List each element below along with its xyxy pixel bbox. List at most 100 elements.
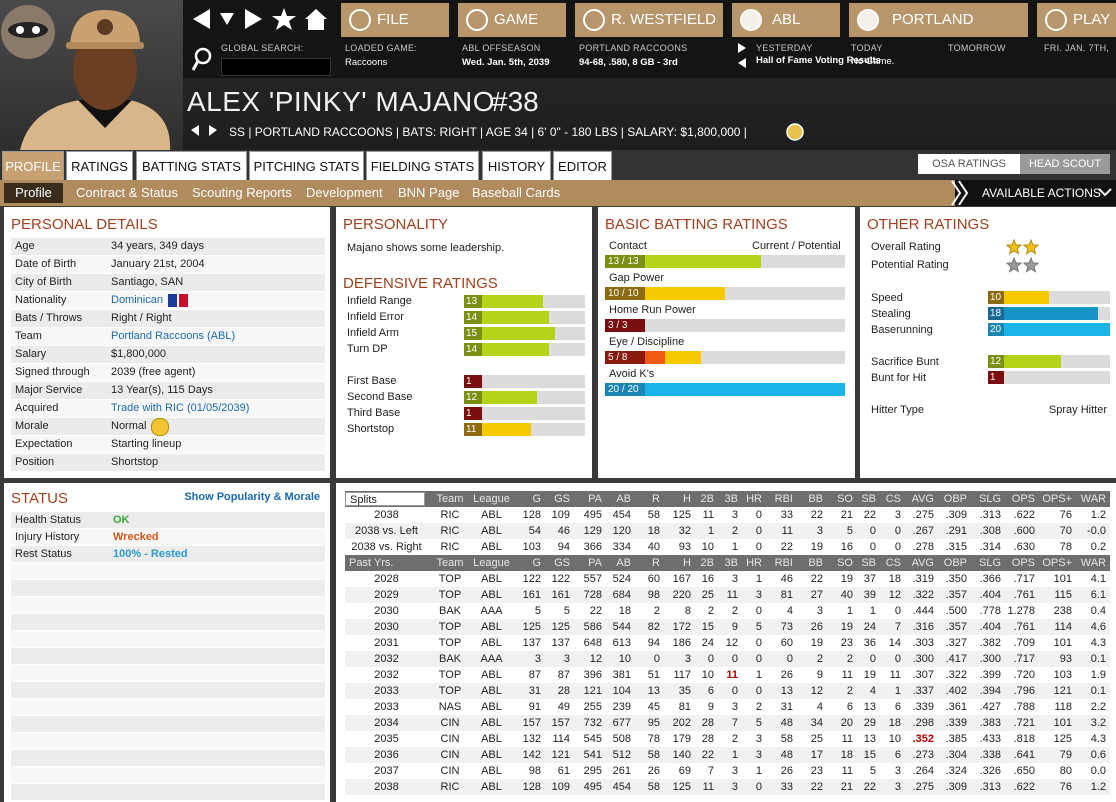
column-header[interactable]: League [472, 555, 515, 571]
button-label[interactable]: FILE [377, 11, 409, 28]
column-header[interactable]: PA [574, 491, 606, 507]
search-lens[interactable] [194, 47, 212, 65]
tab[interactable]: PROFILE [2, 151, 64, 180]
column-header[interactable]: H [664, 555, 695, 571]
nav-button[interactable]: PORTLAND [849, 3, 1028, 37]
column-header[interactable]: BB [797, 491, 827, 507]
day-arrows[interactable] [735, 42, 749, 70]
column-header[interactable]: SO [827, 555, 857, 571]
subtab[interactable]: BNN Page [398, 185, 460, 200]
column-header[interactable]: GS [545, 491, 574, 507]
button-icon[interactable] [740, 9, 762, 31]
column-header[interactable]: AB [606, 555, 635, 571]
column-header[interactable]: PA [574, 555, 606, 571]
column-header[interactable]: HR [742, 491, 766, 507]
next-player[interactable] [209, 125, 217, 136]
button-icon[interactable] [857, 9, 879, 31]
button-label[interactable]: GAME [494, 11, 539, 28]
column-header[interactable]: SB [857, 491, 880, 507]
column-header[interactable]: HR [742, 555, 766, 571]
next-day[interactable] [738, 43, 746, 53]
rating-source-toggle[interactable]: HEAD SCOUT [1020, 154, 1110, 174]
column-header[interactable]: SO [827, 491, 857, 507]
rating-source-toggle[interactable]: OSA RATINGS [918, 154, 1020, 174]
detail-value[interactable]: Trade with RIC (01/05/2039) [111, 402, 250, 414]
column-header[interactable]: BB [797, 555, 827, 571]
column-header[interactable]: Team [432, 491, 472, 507]
column-header[interactable]: G [515, 555, 545, 571]
column-header[interactable]: SB [857, 555, 880, 571]
popularity-link[interactable]: Show Popularity & Morale [184, 491, 320, 503]
search-handle[interactable] [191, 60, 200, 71]
column-header[interactable]: OPS [1005, 555, 1039, 571]
back-icon[interactable] [193, 9, 210, 29]
ball[interactable] [786, 123, 804, 141]
prev-player[interactable] [191, 125, 199, 136]
column-header[interactable]: GS [545, 555, 574, 571]
detail-value[interactable]: Dominican [111, 294, 163, 306]
forward-icon[interactable] [245, 9, 262, 29]
column-header[interactable]: 2B [695, 555, 718, 571]
column-header[interactable]: OPS [1005, 491, 1039, 507]
subtab[interactable]: Contract & Status [76, 185, 178, 200]
column-header[interactable]: 3B [718, 491, 742, 507]
button-label[interactable]: PORTLAND [892, 11, 974, 28]
column-header[interactable]: SLG [971, 491, 1005, 507]
column-header[interactable]: G [515, 491, 545, 507]
button-label[interactable]: ABL [772, 11, 801, 28]
tab[interactable]: HISTORY [482, 151, 551, 180]
split-select[interactable]: Splits [345, 492, 425, 506]
column-header[interactable]: OBP [938, 555, 971, 571]
nav-button[interactable]: GAME [458, 3, 566, 37]
tab[interactable]: FIELDING STATS [366, 151, 479, 180]
column-header[interactable]: OBP [938, 491, 971, 507]
detail-value[interactable]: Portland Raccoons (ABL) [111, 330, 236, 342]
search-input[interactable] [221, 58, 331, 76]
star-icon[interactable] [272, 8, 296, 30]
column-header[interactable]: WAR [1076, 491, 1110, 507]
column-header[interactable]: AVG [905, 491, 938, 507]
column-header[interactable]: SLG [971, 555, 1005, 571]
ball-icon[interactable] [785, 122, 805, 142]
column-header[interactable]: R [635, 555, 664, 571]
button-icon[interactable] [1045, 9, 1067, 31]
button-icon[interactable] [349, 9, 371, 31]
column-header[interactable]: R [635, 491, 664, 507]
column-header[interactable]: WAR [1076, 555, 1110, 571]
subtab[interactable]: Baseball Cards [472, 185, 561, 200]
nav-icons[interactable] [188, 6, 333, 34]
dropdown-arrow[interactable] [1098, 188, 1112, 197]
menu-icon[interactable] [220, 13, 234, 25]
home-icon[interactable] [305, 9, 327, 30]
column-header[interactable]: RBI [766, 491, 797, 507]
subtab[interactable]: Scouting Reports [192, 185, 292, 200]
column-header[interactable]: Team [432, 555, 472, 571]
column-header[interactable]: H [664, 491, 695, 507]
column-header[interactable]: CS [880, 491, 905, 507]
actions-menu[interactable]: AVAILABLE ACTIONS [982, 186, 1101, 200]
search-icon[interactable] [191, 46, 215, 74]
column-header[interactable]: CS [880, 555, 905, 571]
button-icon[interactable] [583, 9, 605, 31]
column-header[interactable]: OPS+ [1039, 555, 1076, 571]
button-label[interactable]: R. WESTFIELD [611, 11, 717, 28]
button-label[interactable]: PLAY [1073, 11, 1111, 28]
tab[interactable]: RATINGS [66, 151, 133, 180]
column-header[interactable]: RBI [766, 555, 797, 571]
nav-button[interactable]: ABL [732, 3, 840, 37]
tab[interactable]: PITCHING STATS [249, 151, 364, 180]
column-header[interactable]: 3B [718, 555, 742, 571]
column-header[interactable]: AVG [905, 555, 938, 571]
prev-day[interactable] [738, 58, 746, 68]
player-arrows[interactable] [189, 124, 221, 138]
tab[interactable]: EDITOR [553, 151, 612, 180]
column-header[interactable]: League [472, 491, 515, 507]
nav-button[interactable]: FILE [341, 3, 449, 37]
column-header[interactable]: OPS+ [1039, 491, 1076, 507]
subtab[interactable]: Profile [4, 183, 63, 203]
nav-button[interactable]: PLAY [1037, 3, 1116, 37]
column-header[interactable]: 2B [695, 491, 718, 507]
nav-button[interactable]: R. WESTFIELD [575, 3, 723, 37]
subtab[interactable]: Development [306, 185, 383, 200]
tab[interactable]: BATTING STATS [136, 151, 247, 180]
